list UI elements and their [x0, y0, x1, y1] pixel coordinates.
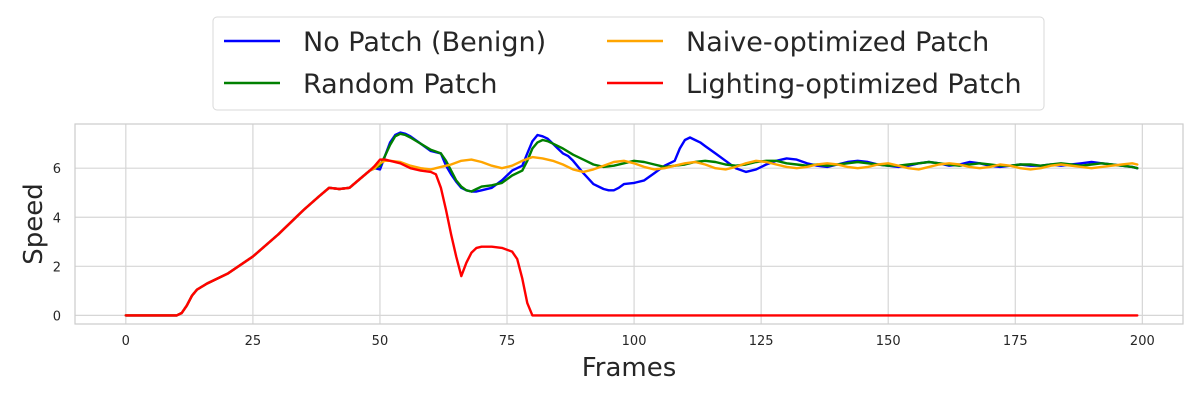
x-tick-labels: 0 25 50 75 100 125 150 175 200	[122, 334, 1155, 349]
series-line-3	[124, 158, 1139, 317]
legend: No Patch (Benign) Random Patch Naive-optim…	[212, 16, 1045, 111]
x-tick-label: 0	[122, 334, 130, 349]
x-tick-label: 175	[1003, 334, 1028, 349]
series-line-1	[124, 132, 1139, 317]
legend-box	[212, 16, 1045, 111]
x-tick-label: 25	[245, 334, 262, 349]
y-tick-label: 4	[53, 211, 61, 226]
y-tick-label: 6	[53, 162, 61, 177]
x-tick-label: 75	[499, 334, 516, 349]
y-tick-label: 2	[53, 260, 61, 275]
x-tick-label: 200	[1130, 334, 1155, 349]
series-layer	[124, 131, 1139, 317]
x-tick-label: 50	[372, 334, 389, 349]
x-tick-label: 100	[622, 334, 647, 349]
grid-lines	[75, 124, 1183, 324]
plot-frame	[74, 123, 1184, 325]
y-tick-labels: 0 2 4 6	[53, 162, 61, 324]
legend-label-3: Lighting-optimized Patch	[686, 69, 1022, 100]
legend-label-1: Random Patch	[303, 69, 498, 100]
series-line-0	[124, 131, 1139, 317]
x-tick-label: 125	[749, 334, 774, 349]
x-tick-label: 150	[876, 334, 901, 349]
y-tick-label: 0	[53, 309, 61, 324]
y-axis-title: Speed	[19, 183, 49, 265]
x-axis-title: Frames	[582, 353, 677, 383]
legend-label-0: No Patch (Benign)	[303, 27, 546, 58]
legend-label-2: Naive-optimized Patch	[686, 27, 989, 58]
